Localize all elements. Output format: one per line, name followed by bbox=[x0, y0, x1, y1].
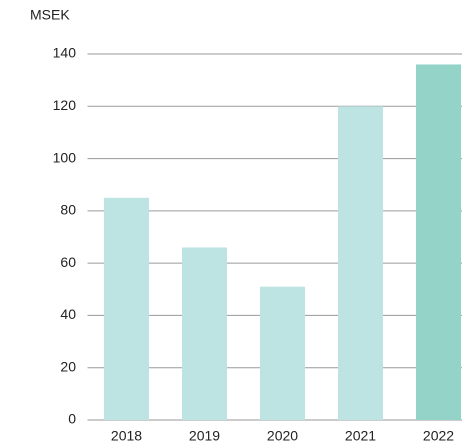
bar bbox=[338, 106, 383, 421]
x-tick-label: 2018 bbox=[111, 428, 142, 444]
y-tick-label: 20 bbox=[60, 358, 76, 374]
y-tick-label: 0 bbox=[68, 411, 76, 427]
x-tick-label: 2021 bbox=[345, 428, 376, 444]
x-tick-label: 2022 bbox=[423, 428, 454, 444]
bar bbox=[260, 286, 305, 420]
y-tick-label: 80 bbox=[60, 202, 76, 218]
x-tick-label: 2020 bbox=[267, 428, 298, 444]
y-tick-label: 100 bbox=[53, 149, 77, 165]
bar bbox=[416, 64, 461, 420]
bar bbox=[104, 197, 149, 420]
bar bbox=[182, 247, 227, 420]
y-tick-label: 60 bbox=[60, 254, 76, 270]
x-tick-label: 2019 bbox=[189, 428, 220, 444]
y-axis-unit: MSEK bbox=[30, 7, 70, 23]
y-tick-label: 40 bbox=[60, 306, 76, 322]
y-tick-label: 140 bbox=[53, 45, 77, 61]
y-tick-label: 120 bbox=[53, 97, 77, 113]
